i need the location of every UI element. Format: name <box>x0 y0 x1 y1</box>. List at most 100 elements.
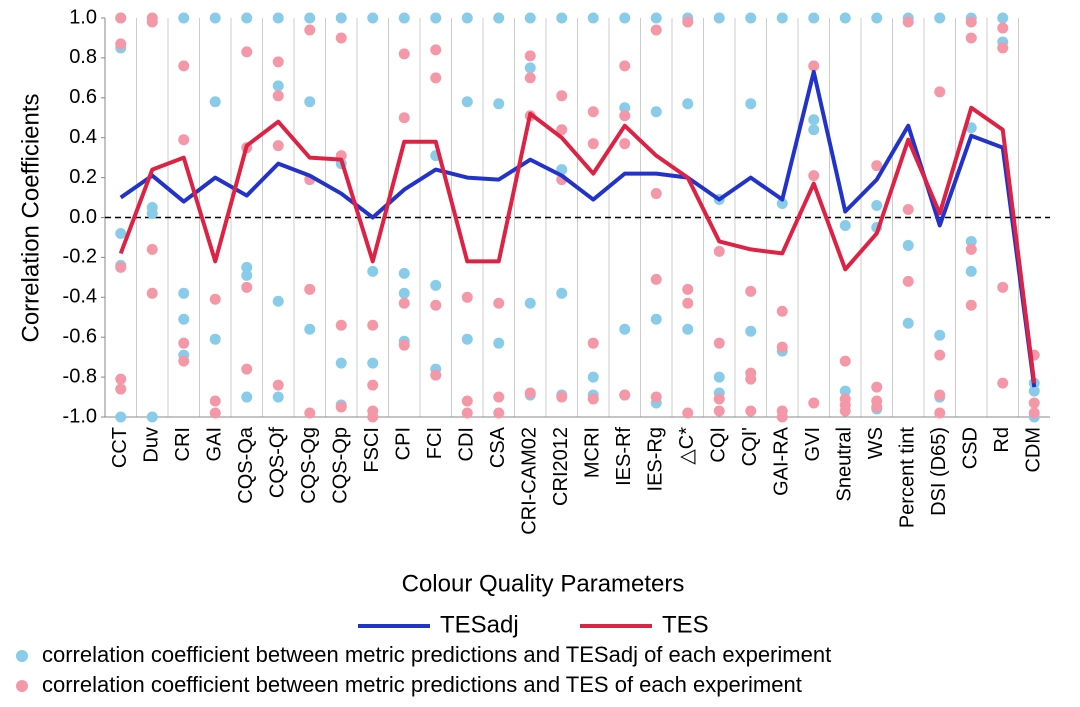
dot <box>335 319 347 331</box>
dot <box>430 12 442 24</box>
dot <box>997 377 1009 389</box>
dot <box>430 72 442 84</box>
dot <box>461 407 473 419</box>
dot <box>587 138 599 150</box>
dot <box>367 357 379 369</box>
dot <box>335 401 347 413</box>
dot <box>398 48 410 60</box>
x-tick-label: FCI <box>424 427 446 459</box>
x-tick-label: Sneutral <box>834 427 856 502</box>
dot <box>839 12 851 24</box>
dot <box>398 297 410 309</box>
dot <box>178 287 190 299</box>
dot <box>178 12 190 24</box>
dot <box>871 200 883 212</box>
dot <box>934 389 946 401</box>
dot <box>241 363 253 375</box>
dot <box>367 319 379 331</box>
x-axis-title: Colour Quality Parameters <box>402 570 685 597</box>
dot <box>146 243 158 255</box>
dot <box>682 323 694 335</box>
dot <box>713 393 725 405</box>
dot <box>461 12 473 24</box>
dot <box>556 287 568 299</box>
dot <box>650 313 662 325</box>
dot <box>776 411 788 423</box>
dot <box>398 12 410 24</box>
dot <box>304 283 316 295</box>
dot <box>115 38 127 50</box>
dot <box>209 333 221 345</box>
dot <box>839 385 851 397</box>
dot <box>524 297 536 309</box>
dot <box>556 90 568 102</box>
dot <box>587 106 599 118</box>
legend-dot <box>16 680 28 692</box>
dot <box>650 12 662 24</box>
dot <box>619 323 631 335</box>
dot <box>808 170 820 182</box>
dot <box>272 379 284 391</box>
dot <box>524 62 536 74</box>
dot <box>713 371 725 383</box>
dot <box>902 317 914 329</box>
dot <box>808 60 820 72</box>
dot <box>178 60 190 72</box>
dot <box>965 32 977 44</box>
dot <box>461 291 473 303</box>
y-tick-label: -0.8 <box>63 365 97 387</box>
dot <box>115 227 127 239</box>
dot <box>776 341 788 353</box>
dot <box>965 243 977 255</box>
legend-label: correlation coefficient between metric p… <box>42 642 831 667</box>
dot <box>997 281 1009 293</box>
x-tick-label: FSCI <box>361 427 383 473</box>
dot <box>398 112 410 124</box>
legend-label: TESadj <box>440 611 519 638</box>
dot <box>997 42 1009 54</box>
dot <box>965 235 977 247</box>
dot <box>871 401 883 413</box>
dot <box>650 188 662 200</box>
dot <box>272 56 284 68</box>
dot <box>587 393 599 405</box>
y-tick-label: -1.0 <box>63 405 97 427</box>
dot <box>304 24 316 36</box>
dot <box>556 12 568 24</box>
dot <box>430 369 442 381</box>
dot <box>524 12 536 24</box>
dot <box>902 239 914 251</box>
legend-dot <box>16 650 28 662</box>
y-tick-label: 0.0 <box>69 206 97 228</box>
dot <box>745 12 757 24</box>
dot <box>871 12 883 24</box>
dot <box>461 333 473 345</box>
x-tick-label: MCRI <box>582 427 604 478</box>
dot <box>965 265 977 277</box>
dot <box>556 124 568 136</box>
x-tick-label: CQS-Qf <box>267 427 289 499</box>
x-tick-label: CQI <box>708 427 730 463</box>
dot <box>461 96 473 108</box>
dot <box>115 373 127 385</box>
x-tick-label: CDM <box>1023 427 1045 473</box>
x-tick-label: △C* <box>676 427 698 465</box>
dot <box>808 124 820 136</box>
dot <box>461 395 473 407</box>
dot <box>902 16 914 28</box>
dot <box>146 287 158 299</box>
y-tick-label: 1.0 <box>69 6 97 28</box>
dot <box>367 12 379 24</box>
dot <box>272 12 284 24</box>
x-tick-label: CQI' <box>739 427 761 466</box>
x-tick-label: WS <box>865 427 887 459</box>
x-tick-label: CSA <box>487 426 509 468</box>
dot <box>745 405 757 417</box>
dot <box>934 12 946 24</box>
dot <box>619 110 631 122</box>
dot <box>650 106 662 118</box>
dot <box>493 391 505 403</box>
x-tick-label: CRI <box>172 427 194 461</box>
dot <box>524 387 536 399</box>
dot <box>587 12 599 24</box>
